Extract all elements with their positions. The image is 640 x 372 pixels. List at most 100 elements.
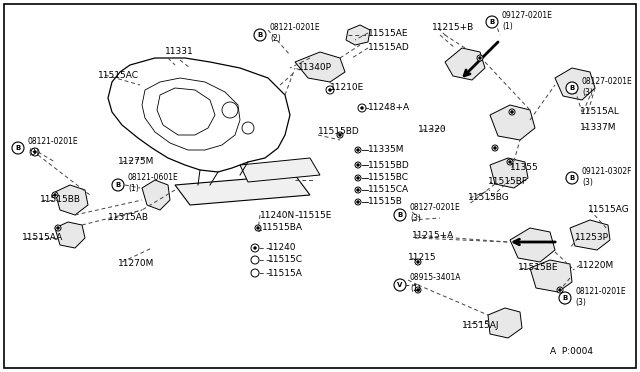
- Circle shape: [559, 292, 571, 304]
- Circle shape: [254, 29, 266, 41]
- Polygon shape: [55, 185, 88, 215]
- Circle shape: [355, 187, 361, 193]
- Circle shape: [355, 175, 361, 181]
- Text: 08121-0201E: 08121-0201E: [575, 288, 626, 296]
- Text: 11515AJ: 11515AJ: [462, 321, 499, 330]
- Text: 11220M: 11220M: [578, 260, 614, 269]
- Text: A  P:0004: A P:0004: [550, 347, 593, 356]
- Text: 11240N: 11240N: [260, 211, 295, 219]
- Circle shape: [492, 145, 498, 151]
- Circle shape: [356, 189, 360, 192]
- Text: B: B: [15, 145, 20, 151]
- Text: 11515AE: 11515AE: [368, 29, 408, 38]
- Text: 11515AD: 11515AD: [368, 44, 410, 52]
- Polygon shape: [295, 52, 345, 82]
- Text: 11248+A: 11248+A: [368, 103, 410, 112]
- Text: 11275M: 11275M: [118, 157, 154, 167]
- Text: (3): (3): [582, 87, 593, 96]
- Circle shape: [356, 164, 360, 167]
- Text: 11515B: 11515B: [368, 196, 403, 205]
- Text: 11320: 11320: [418, 125, 447, 135]
- Text: 11515AA: 11515AA: [22, 234, 63, 243]
- Text: 11515AB: 11515AB: [108, 214, 149, 222]
- Text: 08121-0201E: 08121-0201E: [270, 23, 321, 32]
- Text: B: B: [115, 182, 120, 188]
- Polygon shape: [490, 158, 528, 188]
- Text: 11515C: 11515C: [268, 256, 303, 264]
- Circle shape: [415, 287, 421, 293]
- Text: 11515AG: 11515AG: [588, 205, 630, 215]
- Circle shape: [54, 193, 56, 196]
- Text: 11515BB: 11515BB: [40, 196, 81, 205]
- Circle shape: [486, 16, 498, 28]
- Text: 11515BG: 11515BG: [468, 193, 509, 202]
- Text: (3): (3): [410, 214, 421, 222]
- Circle shape: [12, 142, 24, 154]
- Polygon shape: [490, 105, 535, 140]
- Text: 11515BA: 11515BA: [262, 224, 303, 232]
- Circle shape: [511, 110, 513, 113]
- Text: (3): (3): [582, 177, 593, 186]
- Circle shape: [251, 256, 259, 264]
- Circle shape: [355, 147, 361, 153]
- Text: 08121-0201E: 08121-0201E: [28, 138, 79, 147]
- Circle shape: [112, 179, 124, 191]
- Text: 11215+A: 11215+A: [412, 231, 454, 240]
- Polygon shape: [570, 220, 610, 250]
- Circle shape: [52, 192, 58, 198]
- Text: V: V: [397, 282, 403, 288]
- Text: 11515A: 11515A: [268, 269, 303, 278]
- Circle shape: [33, 151, 36, 154]
- Circle shape: [479, 57, 481, 60]
- Text: (1): (1): [410, 283, 420, 292]
- Text: 11515BE: 11515BE: [518, 263, 559, 273]
- Text: 11215+B: 11215+B: [432, 23, 474, 32]
- Polygon shape: [142, 180, 170, 210]
- Circle shape: [356, 148, 360, 151]
- Text: 11515AC: 11515AC: [98, 71, 139, 80]
- Text: 11515CA: 11515CA: [368, 185, 409, 193]
- Polygon shape: [240, 158, 320, 182]
- Polygon shape: [175, 175, 310, 205]
- Text: B: B: [397, 212, 403, 218]
- Circle shape: [559, 289, 561, 292]
- Circle shape: [328, 89, 332, 92]
- Circle shape: [394, 209, 406, 221]
- Text: 11355: 11355: [510, 164, 539, 173]
- Circle shape: [356, 201, 360, 203]
- Text: (1): (1): [502, 22, 513, 31]
- Polygon shape: [510, 228, 555, 262]
- Text: 11240: 11240: [268, 244, 296, 253]
- Text: 11515E: 11515E: [298, 211, 332, 219]
- Text: B: B: [570, 175, 575, 181]
- Circle shape: [31, 148, 39, 156]
- Text: (1): (1): [128, 183, 139, 192]
- Text: B: B: [490, 19, 495, 25]
- Text: 08127-0201E: 08127-0201E: [582, 77, 633, 87]
- Text: 08127-0201E: 08127-0201E: [410, 203, 461, 212]
- Text: 08121-0601E: 08121-0601E: [128, 173, 179, 183]
- Text: B: B: [570, 85, 575, 91]
- Text: 11253P: 11253P: [575, 234, 609, 243]
- Polygon shape: [530, 260, 572, 292]
- Circle shape: [394, 279, 406, 291]
- Text: 09127-0201E: 09127-0201E: [502, 12, 553, 20]
- Circle shape: [358, 104, 366, 112]
- Text: 08915-3401A: 08915-3401A: [410, 273, 461, 282]
- Text: 11335M: 11335M: [368, 145, 404, 154]
- Circle shape: [415, 259, 421, 265]
- Text: 11515AL: 11515AL: [580, 108, 620, 116]
- Circle shape: [251, 269, 259, 277]
- Circle shape: [507, 159, 513, 165]
- Circle shape: [477, 55, 483, 61]
- Polygon shape: [55, 222, 85, 248]
- Circle shape: [337, 132, 343, 138]
- Circle shape: [417, 260, 419, 263]
- Circle shape: [509, 160, 511, 164]
- Circle shape: [566, 82, 578, 94]
- Text: 11340P: 11340P: [298, 64, 332, 73]
- Polygon shape: [445, 48, 485, 80]
- Circle shape: [355, 162, 361, 168]
- Circle shape: [255, 225, 261, 231]
- Text: B: B: [257, 32, 262, 38]
